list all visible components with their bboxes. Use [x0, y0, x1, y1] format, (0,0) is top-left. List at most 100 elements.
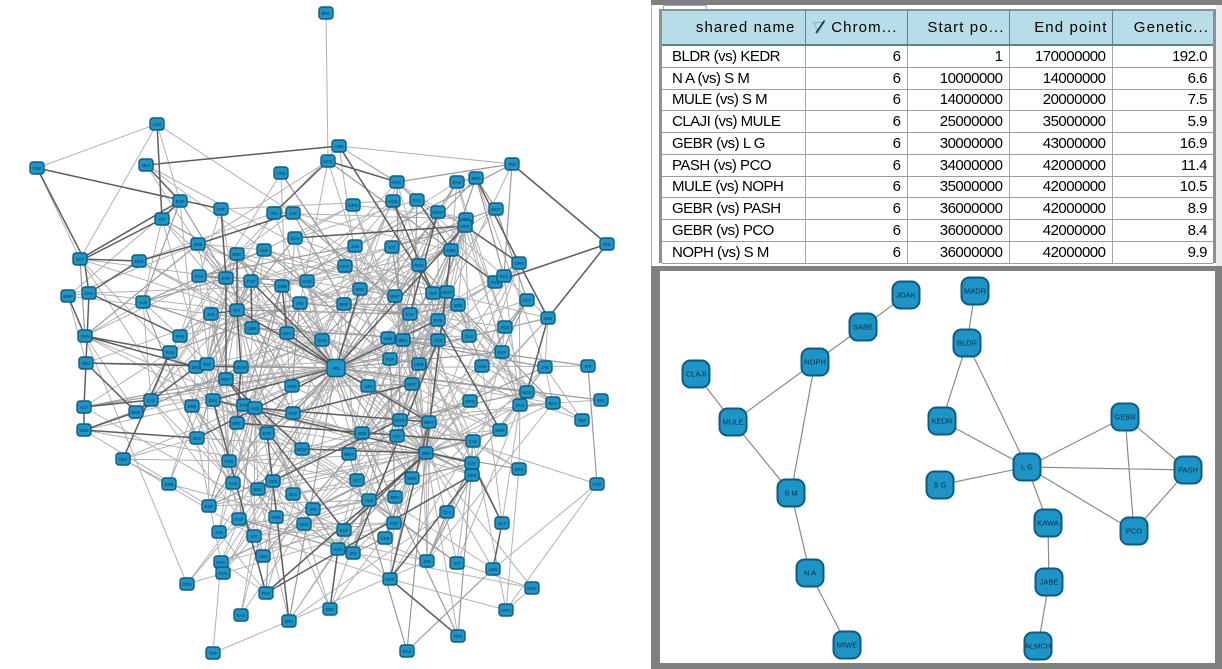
svg-text:S G: S G	[934, 481, 947, 490]
svg-text:ACT: ACT	[523, 298, 532, 303]
svg-text:ALB: ALB	[153, 122, 161, 127]
svg-text:MYC: MYC	[527, 586, 537, 591]
svg-text:OPN: OPN	[514, 261, 523, 266]
svg-text:OPN: OPN	[80, 334, 89, 339]
svg-text:FGF: FGF	[247, 279, 256, 284]
svg-text:BRC: BRC	[232, 421, 241, 426]
svg-text:PASH: PASH	[1178, 466, 1198, 475]
svg-text:RAS: RAS	[166, 350, 175, 355]
svg-text:WNT: WNT	[390, 294, 400, 299]
svg-text:HOX: HOX	[460, 224, 469, 229]
svg-text:JABE: JABE	[1040, 578, 1059, 587]
svg-text:ERB: ERB	[165, 482, 174, 487]
svg-text:DLX: DLX	[193, 436, 201, 441]
svg-text:VEGF: VEGF	[296, 447, 308, 452]
svg-text:RAS: RAS	[500, 274, 509, 279]
svg-text:JAK: JAK	[289, 211, 297, 216]
svg-text:ERB: ERB	[188, 404, 197, 409]
svg-text:MYC: MYC	[282, 331, 292, 336]
svg-text:WNT: WNT	[221, 377, 231, 382]
svg-text:JAK: JAK	[215, 530, 223, 535]
svg-text:IRS: IRS	[296, 301, 303, 306]
svg-text:LMN: LMN	[334, 144, 343, 149]
svg-text:VEGF: VEGF	[432, 210, 444, 215]
svg-text:MYC: MYC	[216, 560, 226, 565]
svg-text:SRC: SRC	[471, 176, 480, 181]
svg-text:OPN: OPN	[501, 608, 510, 613]
svg-text:BMP: BMP	[339, 302, 348, 307]
svg-text:WNT: WNT	[344, 452, 354, 457]
svg-text:OPN: OPN	[348, 203, 357, 208]
svg-text:FOS: FOS	[195, 274, 204, 279]
svg-text:FOS: FOS	[501, 325, 510, 330]
svg-text:FOS: FOS	[240, 403, 249, 408]
svg-text:ERB: ERB	[434, 318, 443, 323]
svg-text:MULE: MULE	[723, 418, 744, 427]
svg-text:NOS: NOS	[388, 199, 397, 204]
svg-text:ACT: ACT	[353, 478, 362, 483]
svg-text:CDK: CDK	[433, 338, 442, 343]
svg-text:FGF: FGF	[217, 207, 226, 212]
svg-text:CDK: CDK	[32, 166, 41, 171]
svg-text:TNF: TNF	[429, 291, 438, 296]
svg-text:EGF: EGF	[498, 350, 507, 355]
svg-text:JAK: JAK	[351, 244, 359, 249]
svg-text:NOS: NOS	[385, 577, 394, 582]
svg-text:RAS: RAS	[237, 613, 246, 618]
svg-text:CDK: CDK	[268, 479, 277, 484]
svg-text:OPN: OPN	[465, 399, 474, 404]
svg-text:EGF: EGF	[222, 276, 231, 281]
svg-text:CLAJI: CLAJI	[686, 370, 706, 379]
svg-text:ALB: ALB	[384, 336, 392, 341]
svg-text:ALB: ALB	[229, 481, 237, 486]
svg-text:SRC: SRC	[325, 607, 334, 612]
svg-text:CDK: CDK	[259, 248, 268, 253]
svg-text:PCO: PCO	[1126, 527, 1142, 536]
svg-text:TNF: TNF	[203, 362, 212, 367]
svg-text:RAS: RAS	[403, 649, 412, 654]
svg-text:MYC: MYC	[392, 180, 402, 185]
svg-text:LMN: LMN	[488, 567, 497, 572]
svg-text:JOAK: JOAK	[896, 291, 916, 300]
svg-text:LMN: LMN	[363, 384, 372, 389]
svg-text:DLX: DLX	[142, 163, 150, 168]
svg-text:ALB: ALB	[365, 498, 373, 503]
svg-text:IRS: IRS	[332, 366, 339, 371]
svg-text:KEDR: KEDR	[932, 417, 953, 426]
svg-text:HOX: HOX	[299, 522, 308, 527]
svg-text:WNT: WNT	[424, 420, 434, 425]
svg-text:KIT: KIT	[234, 308, 241, 313]
svg-text:DLX: DLX	[291, 236, 299, 241]
svg-text:ALB: ALB	[139, 300, 147, 305]
svg-text:PAX: PAX	[491, 280, 499, 285]
svg-text:TNF: TNF	[209, 651, 218, 656]
svg-text:FOS: FOS	[225, 459, 234, 464]
svg-text:BRC: BRC	[390, 495, 399, 500]
svg-text:IRS: IRS	[603, 242, 610, 247]
svg-text:PAX: PAX	[176, 334, 184, 339]
svg-text:IRS: IRS	[349, 551, 356, 556]
svg-text:VEGF: VEGF	[394, 418, 406, 423]
svg-text:NOS: NOS	[218, 571, 227, 576]
svg-text:NOS: NOS	[317, 338, 326, 343]
svg-text:GRB: GRB	[287, 384, 296, 389]
svg-text:BRC: BRC	[398, 338, 407, 343]
svg-text:KIT: KIT	[389, 245, 396, 250]
svg-text:DKK: DKK	[544, 316, 553, 321]
svg-text:LMN: LMN	[446, 248, 455, 253]
svg-text:CDK: CDK	[79, 428, 88, 433]
svg-text:HOX: HOX	[323, 159, 332, 164]
svg-text:VEGF: VEGF	[441, 290, 453, 295]
svg-text:EGF: EGF	[176, 199, 185, 204]
svg-text:IRS: IRS	[270, 211, 277, 216]
svg-text:BMP: BMP	[407, 476, 416, 481]
svg-text:SRC: SRC	[355, 287, 364, 292]
svg-text:JAK: JAK	[541, 365, 549, 370]
svg-text:LMN: LMN	[247, 326, 256, 331]
svg-text:NOPH: NOPH	[804, 358, 826, 367]
svg-text:FGF: FGF	[289, 411, 298, 416]
svg-text:LMN: LMN	[258, 554, 267, 559]
svg-text:KAWA: KAWA	[1037, 519, 1059, 528]
svg-text:ACT: ACT	[393, 434, 402, 439]
svg-text:ERB: ERB	[515, 467, 524, 472]
